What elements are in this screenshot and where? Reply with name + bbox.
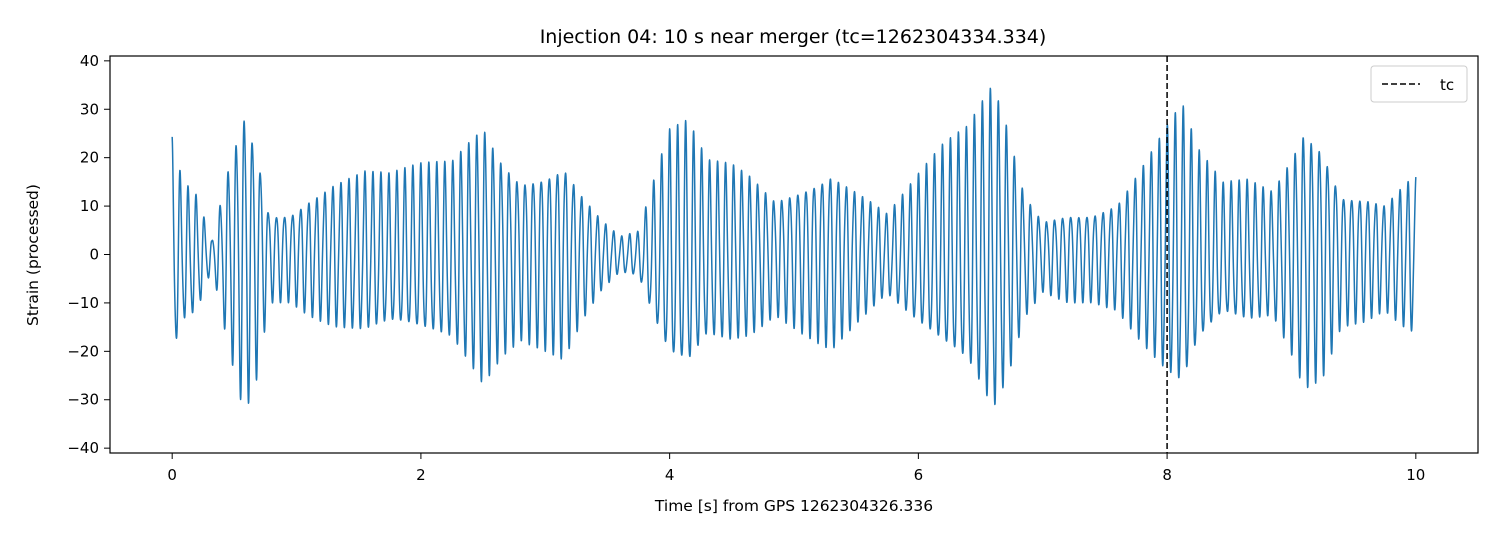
x-axis-label: Time [s] from GPS 1262304326.336: [654, 497, 933, 515]
y-tick-label: 20: [80, 149, 99, 167]
chart-title: Injection 04: 10 s near merger (tc=12623…: [540, 26, 1047, 48]
x-tick-label: 8: [1162, 466, 1172, 484]
y-tick-label: −30: [67, 391, 99, 409]
y-tick-label: −10: [67, 294, 99, 312]
plot-area: [109, 55, 1479, 454]
y-axis: −40 −30 −20 −10 0 10 20 30 40: [67, 52, 110, 457]
y-tick-label: 0: [89, 246, 99, 264]
y-tick-label: −20: [67, 342, 99, 360]
legend: tc: [1370, 65, 1468, 103]
x-tick-label: 0: [167, 466, 177, 484]
x-tick-label: 2: [416, 466, 426, 484]
x-tick-label: 6: [914, 466, 924, 484]
x-tick-label: 4: [665, 466, 675, 484]
x-axis: 0 2 4 6 8 10: [167, 453, 1425, 484]
y-axis-label: Strain (processed): [24, 184, 42, 326]
x-tick-label: 10: [1406, 466, 1425, 484]
series-layer: [171, 56, 1417, 453]
series-line-strain: [171, 87, 1417, 406]
legend-label-tc: tc: [1440, 76, 1454, 94]
y-tick-label: 40: [80, 52, 99, 70]
y-tick-label: −40: [67, 439, 99, 457]
y-tick-label: 30: [80, 100, 99, 118]
y-tick-label: 10: [80, 197, 99, 215]
